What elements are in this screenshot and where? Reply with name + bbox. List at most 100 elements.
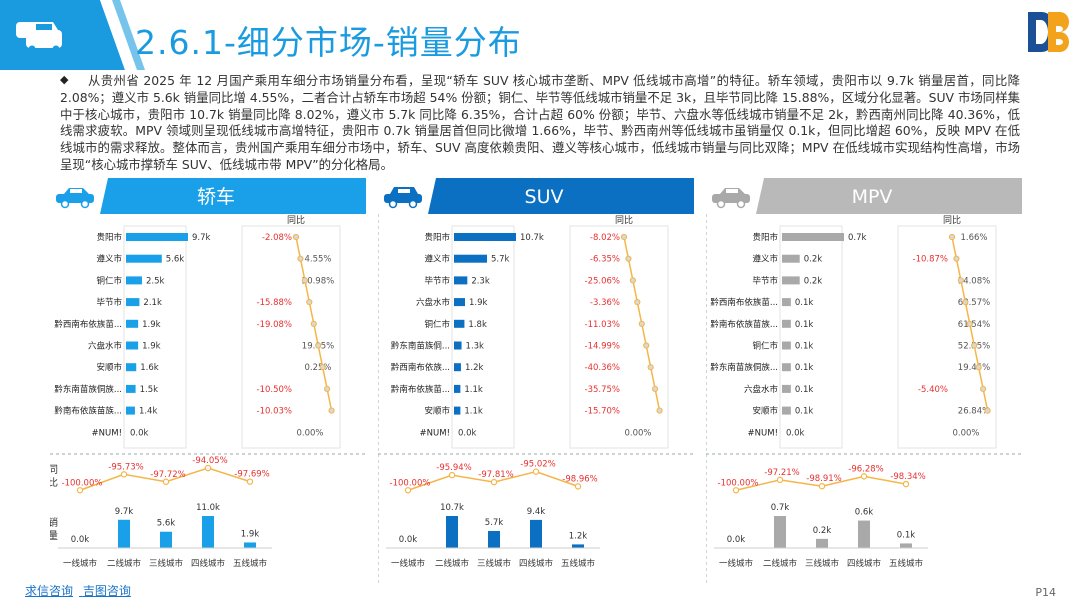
tier-sales-label: 9.4k: [527, 507, 546, 517]
city-yoy-label: 0.00%: [952, 428, 979, 438]
page-title: 2.6.1-细分市场-销量分布: [135, 23, 522, 62]
city-sales-label: 0.2k: [804, 276, 823, 286]
city-yoy-label: -40.36%: [585, 363, 620, 373]
city-yoy-label: -19.08%: [257, 320, 292, 330]
row-yoy-label-2: 比: [50, 477, 58, 489]
city-label: #NUM!: [420, 428, 450, 438]
city-label: 黔东南苗族侗族...: [710, 362, 778, 373]
sedan-title-band: 轿车: [50, 178, 366, 214]
city-yoy-label: 61.54%: [958, 320, 990, 330]
tier-sales-label: 0.1k: [897, 530, 916, 540]
city-sales-bar: [782, 384, 791, 393]
city-yoy-label: 68.57%: [958, 298, 990, 308]
city-yoy-label: -5.40%: [918, 385, 948, 395]
tier-yoy-point: [120, 471, 128, 478]
city-yoy-point: [301, 277, 308, 284]
city-label: 六盘水市: [416, 297, 451, 308]
tier-sales-label: 0.7k: [771, 503, 790, 513]
row-sales-label-2: 量: [50, 530, 58, 542]
city-label: 黔东南苗族侗...: [391, 341, 450, 352]
city-sales-label: 1.9k: [142, 320, 161, 330]
mpv-title-band: MPV: [706, 178, 1022, 214]
city-label: 铜仁市: [752, 341, 778, 352]
sedan-car-icon: [56, 188, 94, 209]
city-yoy-label: -11.03%: [585, 320, 620, 330]
city-yoy-point: [957, 277, 964, 284]
city-label: 遵义市: [424, 254, 450, 265]
city-yoy-label: 1.66%: [960, 233, 987, 243]
tier-yoy-label: -98.34%: [890, 472, 925, 482]
tier-sales-bar: [572, 544, 584, 548]
tier-yoy-label: -95.73%: [108, 462, 143, 472]
header-white-stripe: [100, 0, 137, 70]
city-label: 六盘水市: [744, 384, 779, 395]
city-label: 遵义市: [96, 254, 122, 265]
city-sales-label: 1.1k: [464, 385, 483, 395]
city-sales-label: 0.1k: [795, 298, 814, 308]
city-yoy-label: -15.70%: [585, 407, 620, 417]
suv-yoy-header: 同比: [615, 214, 633, 226]
city-sales-bar: [126, 406, 135, 415]
city-sales-bar: [454, 298, 466, 307]
tier-sales-label: 5.6k: [157, 519, 176, 529]
tier-yoy-label: -96.28%: [848, 464, 883, 474]
tier-yoy-point: [574, 483, 582, 490]
suv-car-icon: [384, 187, 422, 209]
tier-axis-label: 二线城市: [107, 558, 142, 569]
city-yoy-point: [310, 320, 317, 327]
tier-yoy-point: [532, 468, 540, 475]
city-yoy-label: -35.75%: [585, 385, 620, 395]
city-yoy-point: [971, 342, 978, 349]
tier-sales-label: 10.7k: [440, 503, 464, 513]
city-sales-bar: [454, 341, 462, 350]
city-sales-label: 1.2k: [465, 363, 484, 373]
tier-axis-label: 五线城市: [561, 558, 596, 569]
tier-yoy-point: [860, 473, 868, 480]
tier-axis-label: 四线城市: [847, 558, 882, 569]
city-yoy-point: [948, 233, 956, 241]
city-yoy-point: [984, 407, 991, 414]
city-sales-label: 2.1k: [143, 298, 162, 308]
city-sales-label: 1.1k: [464, 407, 483, 417]
city-sales-label: 2.5k: [146, 276, 165, 286]
city-sales-label: 1.9k: [469, 298, 488, 308]
city-sales-label: 1.8k: [468, 320, 487, 330]
city-label: 毕节市: [752, 275, 778, 286]
city-sales-label: 0.1k: [795, 342, 814, 352]
tier-sales-label: 9.7k: [115, 507, 134, 517]
tier-yoy-point: [448, 471, 456, 479]
city-sales-bar: [782, 363, 791, 372]
tier-sales-label: 0.0k: [727, 535, 746, 545]
tier-axis-label: 一线城市: [391, 558, 426, 569]
tier-axis-label: 二线城市: [763, 558, 798, 569]
city-sales-bar: [782, 298, 791, 307]
tier-yoy-point: [246, 478, 254, 485]
city-sales-bar: [454, 384, 461, 393]
city-yoy-point: [652, 385, 659, 392]
city-sales-label: 9.7k: [192, 233, 211, 243]
tier-sales-label: 0.6k: [855, 508, 874, 518]
city-label: 毕节市: [96, 297, 122, 308]
tier-yoy-label: -98.91%: [806, 474, 841, 484]
city-yoy-label: 0.00%: [624, 428, 651, 438]
city-label: 黔西南布依族苗...: [710, 297, 778, 308]
footer-link-qiuxin[interactable]: 求信咨询: [25, 584, 74, 598]
city-label: 六盘水市: [88, 341, 123, 352]
tier-sales-label: 0.0k: [399, 535, 418, 545]
city-sales-bar: [782, 406, 791, 415]
tier-yoy-label: -95.02%: [520, 460, 555, 470]
footer-link-jitu[interactable]: 吉图咨询: [82, 584, 131, 598]
header-blue-block: [0, 0, 125, 70]
city-yoy-point: [625, 255, 632, 262]
city-sales-bar: [782, 276, 800, 285]
row-yoy-label-1: 同: [50, 464, 58, 476]
city-sales-label: 0.1k: [795, 407, 814, 417]
tier-axis-label: 二线城市: [435, 558, 470, 569]
city-sales-label: 0.1k: [795, 320, 814, 330]
city-yoy-point: [643, 342, 650, 349]
city-label: 铜仁市: [424, 319, 450, 330]
city-yoy-point: [638, 320, 645, 327]
city-label: #NUM!: [92, 428, 122, 438]
city-yoy-point: [629, 277, 636, 284]
